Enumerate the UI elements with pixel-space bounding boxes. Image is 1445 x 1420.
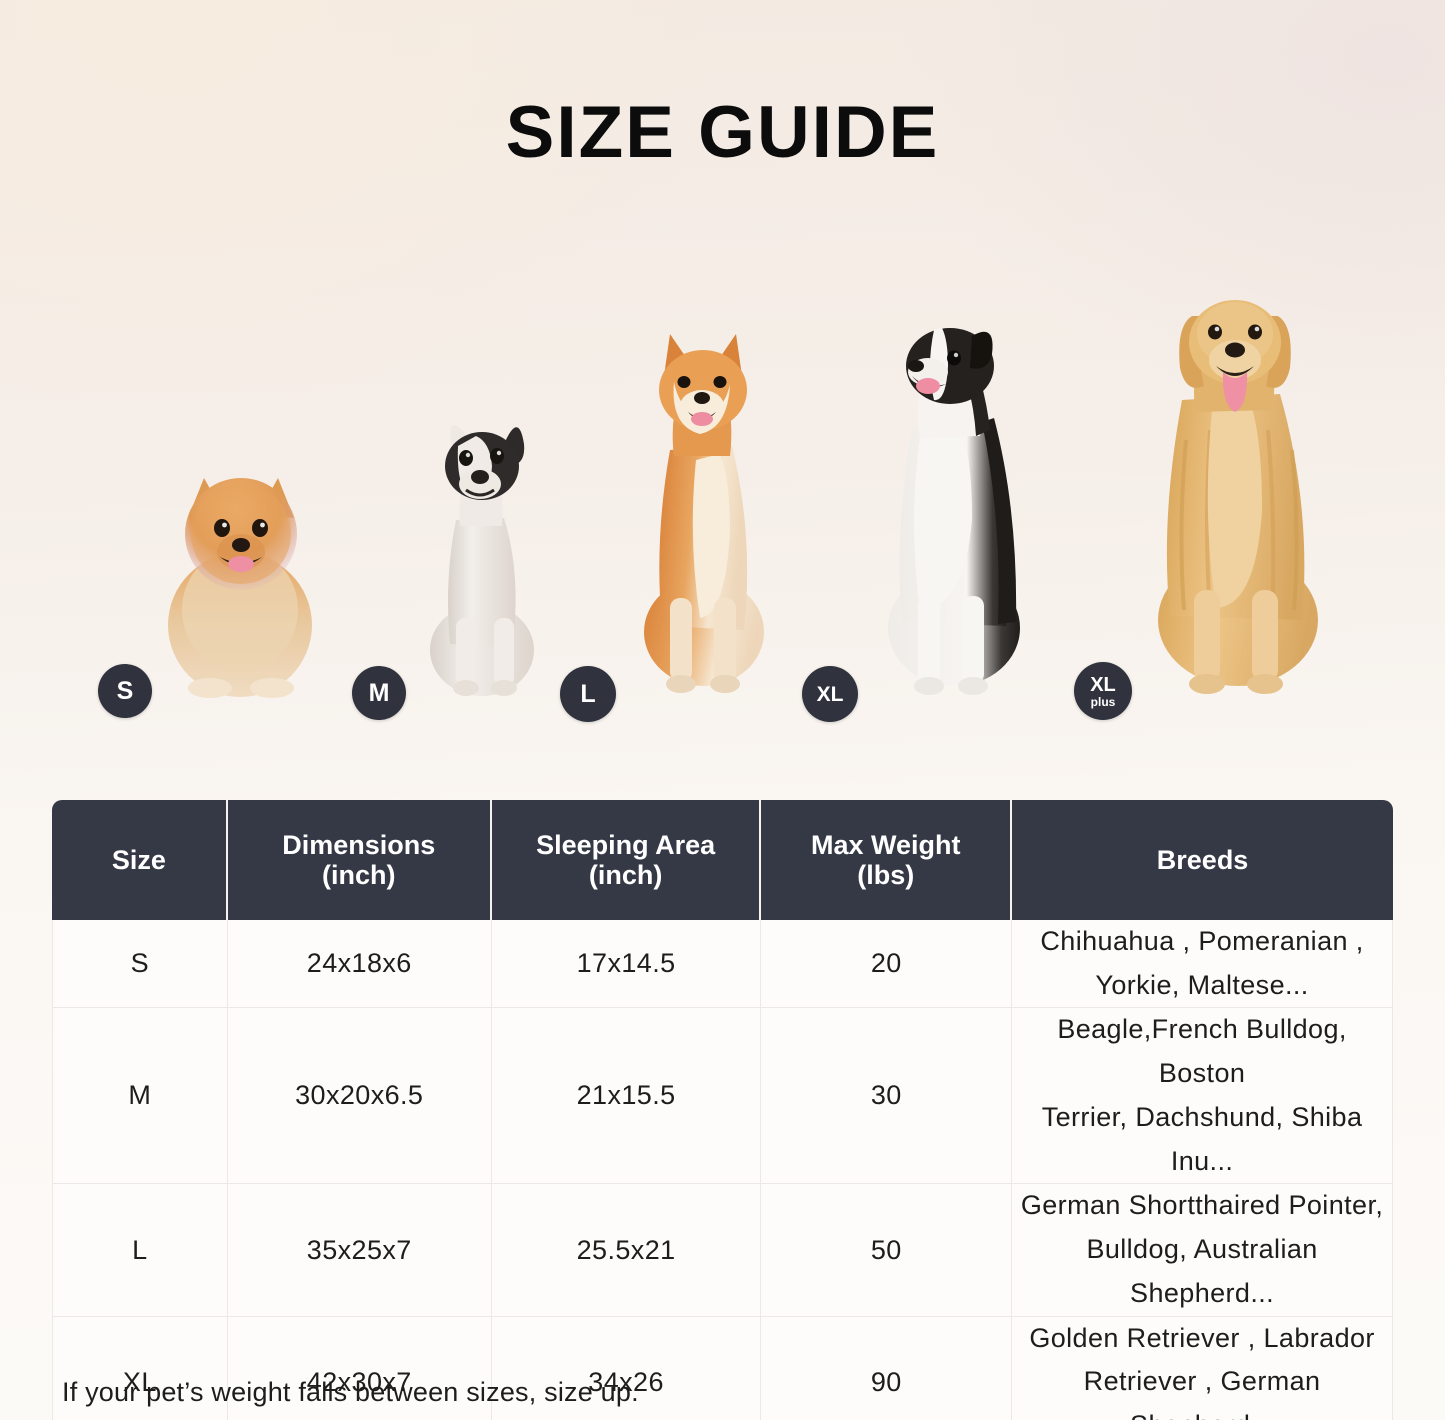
cell-dimensions: 30x20x6.5 [227,1008,492,1185]
table-header: Size Dimensions (inch) Sleeping Area (in… [52,800,1393,920]
cell-max-weight: 50 [761,1184,1013,1317]
size-table-container: Size Dimensions (inch) Sleeping Area (in… [52,800,1393,1420]
table-body: S 24x18x6 17x14.5 20 Chihuahua , Pomeran… [52,920,1393,1420]
size-badge-s-label: S [116,676,134,705]
table-row: XL 42x30x7 34x26 90 Golden Retriever , L… [52,1316,1393,1420]
cell-sleeping-area: 25.5x21 [491,1184,762,1317]
cell-breeds: German Shortthaired Pointer, Bulldog, Au… [1012,1184,1393,1317]
cell-dimensions: 24x18x6 [227,920,492,1009]
cell-breeds: Golden Retriever , Labrador Retriever , … [1012,1316,1393,1420]
dog-figure-xl: XL [802,310,1050,722]
border-collie-illustration [888,328,1020,695]
cell-size: M [52,1008,228,1185]
cell-dimensions: 35x25x7 [227,1184,492,1317]
cell-sleeping-area: 17x14.5 [491,920,762,1009]
cell-sleeping-area: 34x26 [491,1316,762,1420]
size-badge-xl-label: XL [816,682,844,706]
table-row: L 35x25x7 25.5x21 50 German Shortthaired… [52,1184,1393,1317]
shiba-inu-illustration [644,334,764,693]
table-row: M 30x20x6.5 21x15.5 30 Beagle,French Bul… [52,1008,1393,1185]
size-badge-l: L [560,666,616,722]
column-header-sleeping-area: Sleeping Area (inch) [491,800,762,920]
page-title: SIZE GUIDE [505,92,940,173]
cell-size: S [52,920,228,1009]
size-badge-xl-plus: XL plus [1074,662,1132,720]
dog-figure-s: S [98,460,333,718]
column-header-dimensions: Dimensions (inch) [227,800,492,920]
column-header-breeds: Breeds [1012,800,1393,920]
size-badge-s: S [98,664,152,718]
size-badge-xl: XL [802,666,858,722]
cell-size: XL [52,1316,228,1420]
cell-max-weight: 30 [761,1008,1013,1185]
cell-breeds: Beagle,French Bulldog, Boston Terrier, D… [1012,1008,1393,1185]
column-header-size: Size [52,800,228,920]
table-row: S 24x18x6 17x14.5 20 Chihuahua , Pomeran… [52,920,1393,1009]
cell-max-weight: 20 [761,920,1013,1009]
size-badge-m-label: M [368,678,390,707]
cell-breeds: Chihuahua , Pomeranian , Yorkie, Maltese… [1012,920,1393,1009]
cell-dimensions: 42x30x7 [227,1316,492,1420]
cell-sleeping-area: 21x15.5 [491,1008,762,1185]
dog-size-comparison: S [0,300,1445,722]
size-badge-xl-plus-sublabel: plus [1090,694,1116,709]
dog-figure-m: M [352,400,560,720]
pomeranian-illustration [168,478,312,698]
size-badge-l-label: L [580,679,596,708]
cell-max-weight: 90 [761,1316,1013,1420]
size-up-note: If your pet’s weight falls between sizes… [62,1377,639,1407]
french-bulldog-illustration [430,424,534,696]
dog-figure-xl-plus: XL plus [1074,290,1350,720]
cell-size: L [52,1184,228,1317]
size-badge-m: M [352,666,406,720]
dog-figure-l: L [560,330,798,722]
golden-retriever-illustration [1158,300,1318,694]
table-header-row: Size Dimensions (inch) Sleeping Area (in… [52,800,1393,920]
size-badge-xl-plus-label: XL [1090,673,1116,696]
column-header-max-weight: Max Weight (lbs) [761,800,1013,920]
size-table: Size Dimensions (inch) Sleeping Area (in… [52,800,1393,1420]
